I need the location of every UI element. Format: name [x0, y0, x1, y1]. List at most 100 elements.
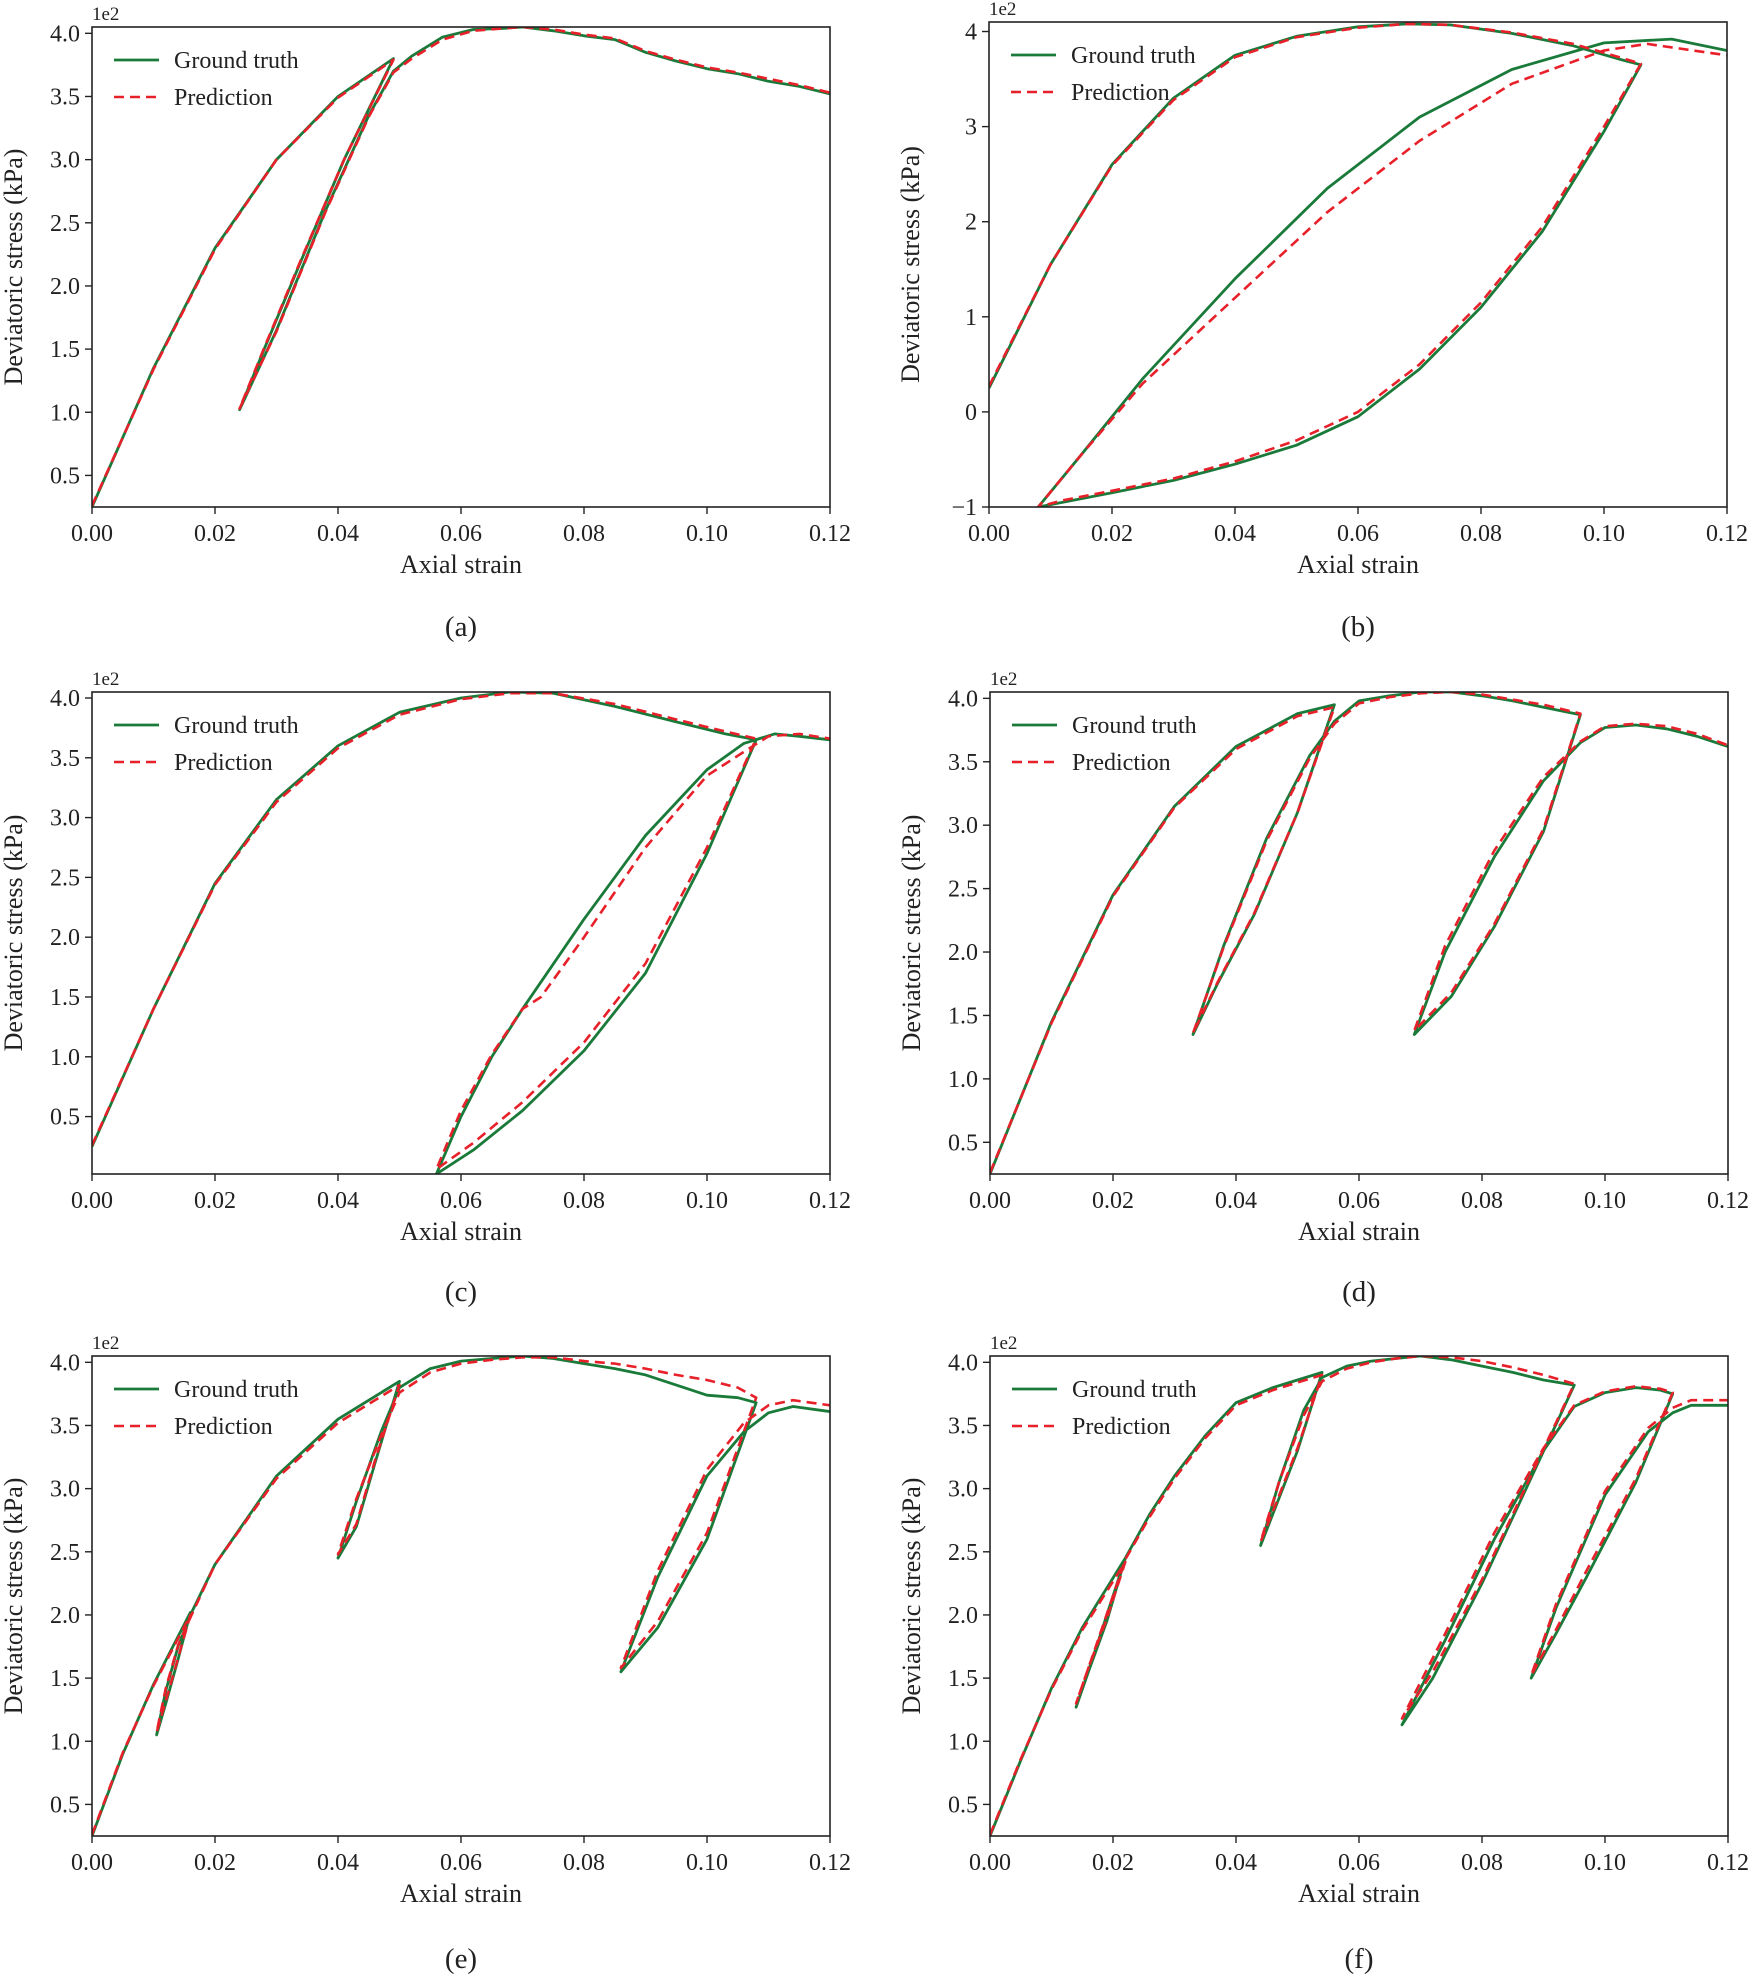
- panel-caption: (f): [1345, 1943, 1374, 1975]
- ground-truth-series-line: [990, 692, 1728, 1174]
- y-tick-label: 3.5: [50, 84, 80, 110]
- x-axis-label: Axial strain: [400, 550, 522, 579]
- y-tick-label: 0.5: [50, 1105, 80, 1131]
- legend-label-prediction: Prediction: [174, 750, 273, 776]
- y-tick-label: 2.5: [948, 877, 978, 903]
- x-tick-label: 0.08: [563, 1850, 605, 1876]
- legend: Ground truth Prediction: [1012, 713, 1197, 776]
- prediction-series-line: [92, 27, 830, 507]
- x-tick-label: 0.04: [1214, 521, 1256, 547]
- x-axis-label: Axial strain: [400, 1217, 522, 1246]
- y-axis-label: Deviatoric stress (kPa): [0, 1478, 28, 1715]
- y-tick-label: 4.0: [50, 21, 80, 47]
- y-tick-label: 4.0: [50, 686, 80, 712]
- x-tick-label: 0.12: [809, 1188, 851, 1214]
- legend-label-ground-truth: Ground truth: [174, 713, 299, 739]
- x-tick-label: 0.10: [686, 1850, 728, 1876]
- y-tick-label: 3.0: [50, 806, 80, 832]
- x-axis-label: Axial strain: [1298, 1217, 1420, 1246]
- legend-label-ground-truth: Ground truth: [1072, 713, 1197, 739]
- legend: Ground truth Prediction: [114, 1377, 299, 1440]
- x-tick-label: 0.12: [809, 521, 851, 547]
- legend: Ground truth Prediction: [1012, 1377, 1197, 1440]
- x-tick-label: 0.08: [563, 521, 605, 547]
- legend: Ground truth Prediction: [114, 48, 299, 111]
- y-tick-label: 2.0: [948, 940, 978, 966]
- chart-panel-e: 0.00 0.02 0.04 0.06 0.08 0.10 0.12 0.5 1.0 1.5 2.0…: [0, 1333, 851, 1975]
- x-tick-label: 0.04: [317, 1850, 359, 1876]
- y-tick-label: 1.5: [50, 1666, 80, 1692]
- y-tick-label: 3.0: [948, 813, 978, 839]
- x-tick-label: 0.06: [440, 1188, 482, 1214]
- x-tick-label: 0.00: [968, 521, 1010, 547]
- y-tick-label: 1.0: [948, 1067, 978, 1093]
- x-tick-label: 0.00: [71, 521, 113, 547]
- legend: Ground truth Prediction: [114, 713, 299, 776]
- y-offset-text: 1e2: [990, 1333, 1017, 1354]
- legend-label-ground-truth: Ground truth: [1072, 1377, 1197, 1403]
- x-tick-label: 0.12: [1707, 1188, 1749, 1214]
- x-tick-label: 0.12: [809, 1850, 851, 1876]
- x-axis-label: Axial strain: [1298, 1879, 1420, 1908]
- y-offset-text: 1e2: [92, 1333, 119, 1354]
- y-tick-label: 4.0: [50, 1350, 80, 1376]
- x-tick-label: 0.00: [969, 1850, 1011, 1876]
- y-tick-label: 2.5: [50, 211, 80, 237]
- x-axis-label: Axial strain: [400, 1879, 522, 1908]
- x-tick-label: 0.02: [1091, 521, 1133, 547]
- x-tick-label: 0.10: [686, 1188, 728, 1214]
- x-axis-label: Axial strain: [1297, 550, 1419, 579]
- legend-label-prediction: Prediction: [174, 1414, 273, 1440]
- x-tick-label: 0.08: [1461, 1188, 1503, 1214]
- y-tick-label: 2.5: [50, 1540, 80, 1566]
- x-tick-label: 0.08: [563, 1188, 605, 1214]
- panel-caption: (e): [445, 1943, 477, 1975]
- y-tick-label: 2.0: [948, 1603, 978, 1629]
- ground-truth-series-line: [92, 692, 830, 1174]
- plot-area: [92, 1356, 830, 1836]
- y-axis-label: Deviatoric stress (kPa): [897, 1478, 926, 1715]
- x-tick-label: 0.06: [1338, 1850, 1380, 1876]
- x-tick-label: 0.10: [686, 521, 728, 547]
- legend-label-prediction: Prediction: [1072, 750, 1171, 776]
- y-tick-label: 2.5: [50, 865, 80, 891]
- y-axis-label: Deviatoric stress (kPa): [0, 149, 28, 386]
- x-tick-label: 0.02: [194, 1188, 236, 1214]
- y-tick-label: 0.5: [50, 463, 80, 489]
- x-tick-label: 0.12: [1706, 521, 1748, 547]
- plot-area: [92, 27, 830, 507]
- x-tick-label: 0.12: [1707, 1850, 1749, 1876]
- chart-panel-b: 0.00 0.02 0.04 0.06 0.08 0.10 0.12 −1 0 1 2 3 4 1e2 Ax…: [896, 0, 1748, 643]
- y-tick-label: 3.0: [50, 148, 80, 174]
- panel-caption: (d): [1342, 1276, 1376, 1308]
- y-tick-label: 4.0: [948, 686, 978, 712]
- panel-caption: (c): [445, 1276, 477, 1308]
- y-tick-label: 3.5: [948, 1413, 978, 1439]
- legend-label-prediction: Prediction: [174, 85, 273, 111]
- legend-label-ground-truth: Ground truth: [174, 1377, 299, 1403]
- panel-caption: (b): [1341, 611, 1375, 643]
- y-tick-label: 3.5: [50, 746, 80, 772]
- y-tick-label: 0.5: [50, 1792, 80, 1818]
- y-offset-text: 1e2: [990, 669, 1017, 690]
- y-offset-text: 1e2: [989, 0, 1016, 20]
- y-tick-label: 4.0: [948, 1350, 978, 1376]
- y-tick-label: 1.0: [50, 1729, 80, 1755]
- y-tick-label: 2.0: [50, 274, 80, 300]
- y-tick-label: 2.0: [50, 1603, 80, 1629]
- x-tick-label: 0.02: [194, 521, 236, 547]
- legend-label-ground-truth: Ground truth: [174, 48, 299, 74]
- y-tick-label: 1.0: [948, 1729, 978, 1755]
- y-tick-label: 0: [965, 400, 977, 426]
- x-tick-label: 0.06: [440, 521, 482, 547]
- y-tick-label: 3.5: [948, 750, 978, 776]
- y-tick-label: 1.0: [50, 400, 80, 426]
- x-tick-label: 0.00: [71, 1850, 113, 1876]
- y-tick-label: 1.5: [948, 1003, 978, 1029]
- x-tick-label: 0.04: [317, 1188, 359, 1214]
- y-tick-label: 3.0: [50, 1477, 80, 1503]
- y-tick-label: 1.0: [50, 1045, 80, 1071]
- x-tick-label: 0.04: [1215, 1188, 1257, 1214]
- x-tick-label: 0.02: [1092, 1188, 1134, 1214]
